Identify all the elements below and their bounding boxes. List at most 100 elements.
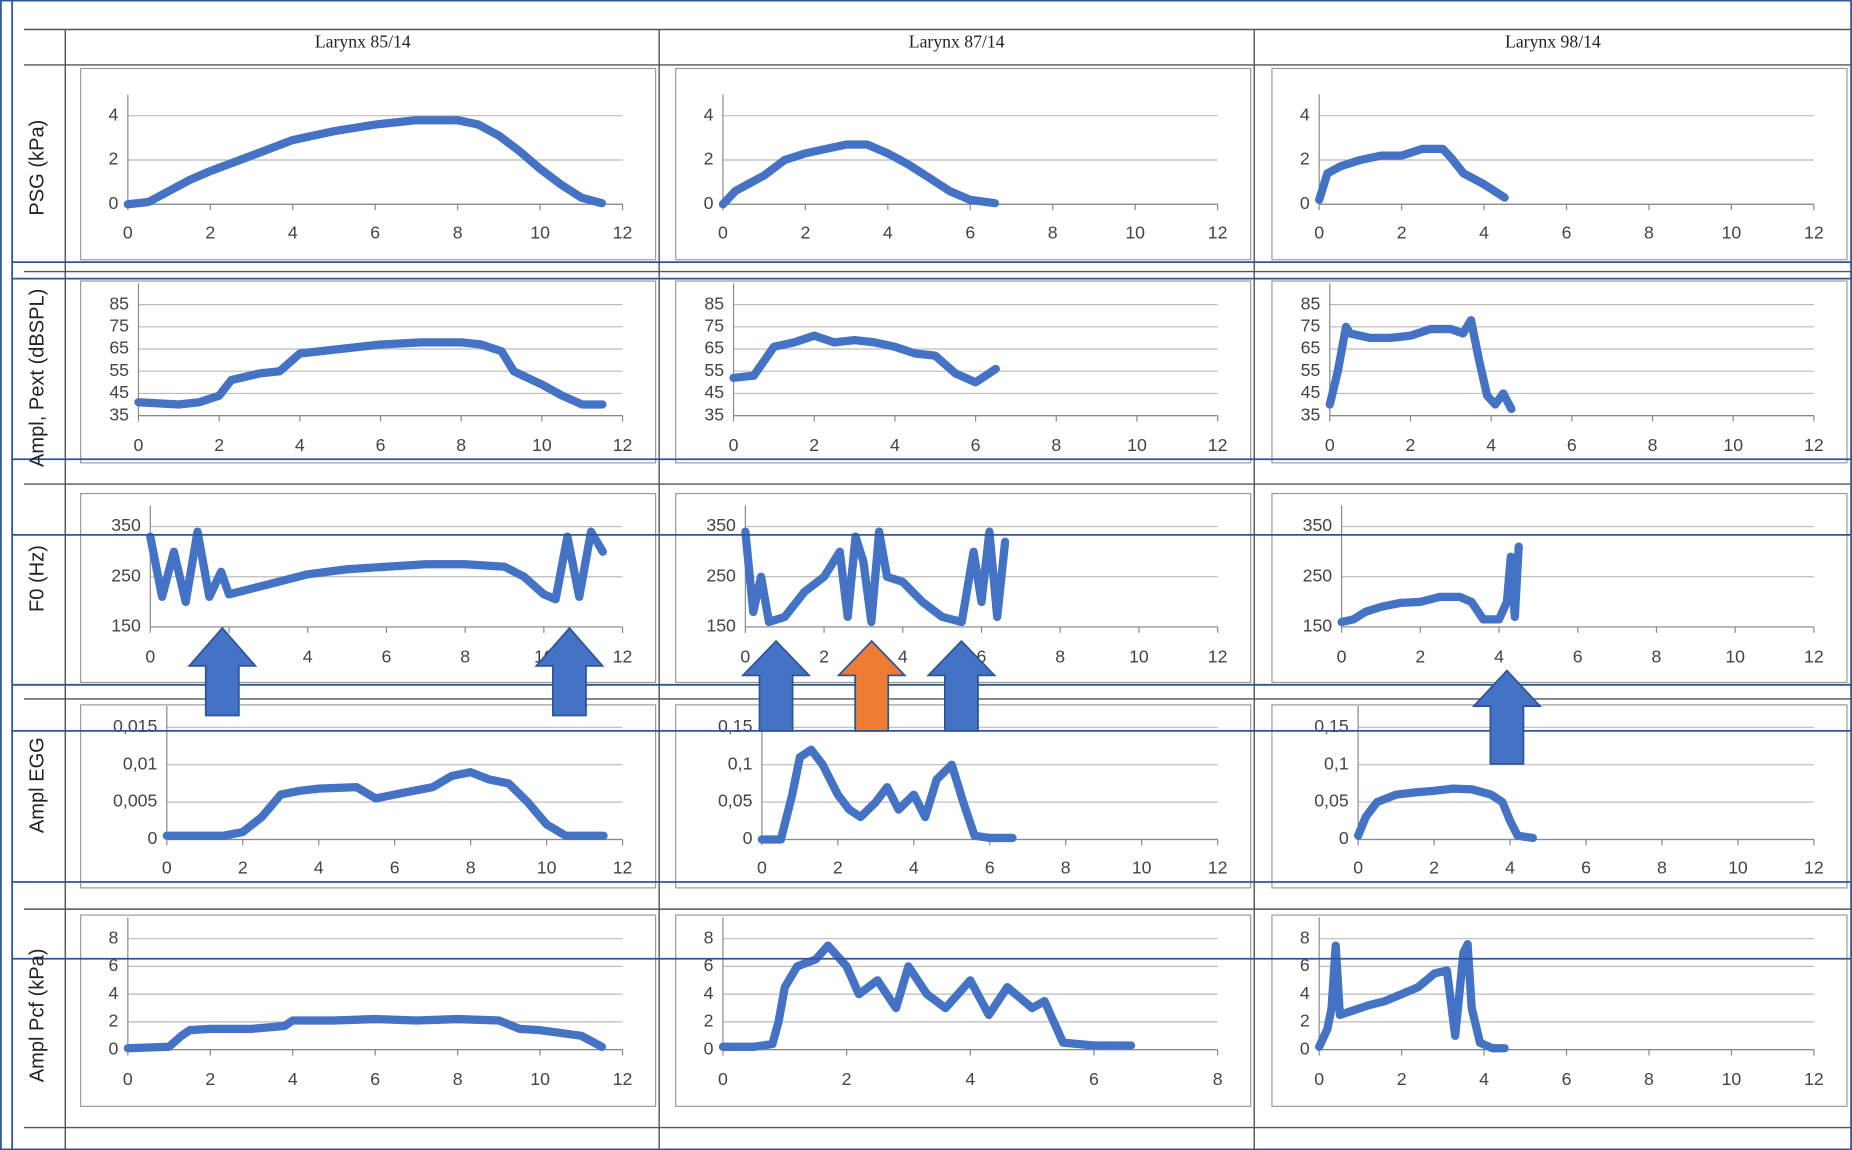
y-tick-label: 0,05 xyxy=(718,791,753,811)
y-tick-label: 2 xyxy=(704,1011,714,1031)
data-line xyxy=(757,745,1017,844)
x-tick-label: 6 xyxy=(1573,646,1583,666)
y-tick-label: 55 xyxy=(1301,360,1321,380)
x-tick-label: 2 xyxy=(1429,858,1439,878)
x-tick-label: 4 xyxy=(898,646,908,666)
y-tick-label: 0,1 xyxy=(728,753,753,773)
y-tick-label: 0 xyxy=(148,828,158,848)
y-tick-label: 75 xyxy=(704,315,724,335)
chart-panel: 0 0,05 0,1 0,15 0 2 4 6 8 10 12 xyxy=(1271,704,1848,889)
y-tick-label: 0 xyxy=(704,193,714,213)
table-lines xyxy=(23,28,1852,1150)
x-tick-label: 10 xyxy=(1725,646,1745,666)
x-tick-label: 0 xyxy=(123,222,133,242)
x-tick-label: 8 xyxy=(456,435,466,455)
y-tick-label: 0,15 xyxy=(1314,716,1349,736)
x-tick-label: 12 xyxy=(613,222,633,242)
x-tick-label: 0 xyxy=(1337,646,1347,666)
data-line xyxy=(1354,784,1538,843)
panel-frame xyxy=(1271,492,1848,684)
x-tick-label: 6 xyxy=(1562,222,1572,242)
x-tick-label: 4 xyxy=(1486,435,1496,455)
y-tick-label: 150 xyxy=(1303,616,1333,636)
panel-frame xyxy=(80,67,657,261)
x-tick-label: 0 xyxy=(757,858,767,878)
x-tick-label: 6 xyxy=(971,435,981,455)
panel-frame xyxy=(80,914,657,1107)
x-tick-label: 4 xyxy=(883,222,893,242)
panel-frame xyxy=(1271,704,1848,889)
data-line xyxy=(123,116,607,209)
x-tick-label: 12 xyxy=(1804,1069,1824,1089)
x-tick-label: 6 xyxy=(1581,858,1591,878)
x-tick-label: 6 xyxy=(985,858,995,878)
y-tick-label: 250 xyxy=(1303,565,1333,585)
x-tick-label: 2 xyxy=(819,646,829,666)
x-tick-label: 4 xyxy=(288,222,298,242)
y-tick-label: 0,01 xyxy=(123,753,157,773)
x-tick-label: 10 xyxy=(530,1069,550,1089)
x-tick-label: 8 xyxy=(1055,646,1065,666)
x-tick-label: 2 xyxy=(842,1069,852,1089)
chart-panel: 0 2 4 6 8 0 2 4 6 8 10 12 xyxy=(80,914,657,1107)
y-tick-label: 350 xyxy=(1303,515,1333,535)
x-tick-label: 2 xyxy=(1397,222,1407,242)
y-tick-label: 85 xyxy=(1301,293,1321,313)
x-tick-label: 0 xyxy=(1325,435,1335,455)
y-tick-label: 65 xyxy=(704,338,724,358)
x-tick-label: 12 xyxy=(1208,222,1228,242)
x-tick-label: 2 xyxy=(1397,1069,1407,1089)
x-tick-label: 10 xyxy=(1129,646,1149,666)
y-tick-label: 65 xyxy=(109,338,129,358)
x-tick-label: 12 xyxy=(1804,222,1824,242)
y-tick-label: 4 xyxy=(1300,983,1310,1003)
y-tick-label: 0,05 xyxy=(1314,791,1349,811)
y-tick-label: 4 xyxy=(109,983,119,1003)
panel-frame xyxy=(675,914,1252,1107)
x-tick-label: 0 xyxy=(740,646,750,666)
y-tick-label: 0 xyxy=(1339,828,1349,848)
x-tick-label: 0 xyxy=(123,1069,133,1089)
row-label: Ampl EGG xyxy=(26,737,48,833)
x-tick-label: 4 xyxy=(288,1069,298,1089)
x-tick-label: 2 xyxy=(800,222,810,242)
y-tick-label: 250 xyxy=(111,565,141,585)
row-label: F0 (Hz) xyxy=(26,545,48,612)
y-tick-label: 2 xyxy=(109,149,119,169)
y-tick-label: 2 xyxy=(1300,149,1310,169)
x-tick-label: 0 xyxy=(145,646,155,666)
x-tick-label: 12 xyxy=(613,1069,633,1089)
overlay-lines xyxy=(11,0,1852,1150)
y-tick-label: 4 xyxy=(1300,104,1310,124)
x-tick-label: 8 xyxy=(1648,435,1658,455)
y-tick-label: 4 xyxy=(109,104,119,124)
x-tick-label: 2 xyxy=(1406,435,1416,455)
x-tick-label: 0 xyxy=(718,1069,728,1089)
row-label: Ampl, Pext (dBSPL) xyxy=(26,289,48,467)
row-label: PSG (kPa) xyxy=(26,120,48,216)
y-tick-label: 6 xyxy=(704,955,714,975)
x-tick-label: 6 xyxy=(1562,1069,1572,1089)
y-tick-label: 0,005 xyxy=(113,791,157,811)
x-tick-label: 8 xyxy=(453,222,463,242)
y-tick-label: 55 xyxy=(109,360,129,380)
x-tick-label: 10 xyxy=(1127,435,1147,455)
y-tick-label: 55 xyxy=(704,360,724,380)
chart-panel: 150 250 350 0 2 4 6 8 10 12 xyxy=(1271,492,1848,684)
panel-frame xyxy=(675,280,1252,464)
x-tick-label: 10 xyxy=(1728,858,1748,878)
column-header: Larynx 85/14 xyxy=(315,32,411,52)
x-tick-label: 0 xyxy=(134,435,144,455)
x-tick-label: 4 xyxy=(965,1069,975,1089)
x-tick-label: 4 xyxy=(890,435,900,455)
x-tick-label: 2 xyxy=(205,222,215,242)
x-tick-label: 8 xyxy=(466,858,476,878)
x-tick-label: 4 xyxy=(1479,222,1489,242)
x-tick-label: 12 xyxy=(1804,646,1824,666)
x-tick-label: 12 xyxy=(1208,435,1228,455)
x-tick-label: 10 xyxy=(1722,222,1742,242)
y-tick-label: 8 xyxy=(1300,927,1310,947)
data-line xyxy=(162,768,608,840)
